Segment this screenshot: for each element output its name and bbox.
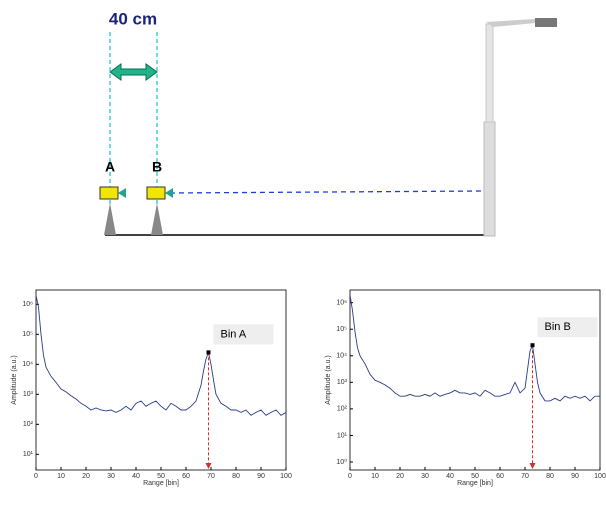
sensor-a-lens — [118, 188, 126, 198]
y-tick-label: 10⁵ — [336, 326, 347, 333]
x-tick-label: 90 — [571, 473, 579, 480]
series-line — [35, 295, 287, 416]
y-tick-label: 10³ — [337, 379, 348, 386]
x-axis-label: Range [bin] — [143, 480, 179, 487]
beam — [169, 190, 485, 194]
y-axis-label: Amplitude (a.u.) — [11, 355, 18, 404]
y-tick-label: 10⁵ — [22, 331, 33, 338]
y-tick-label: 10¹ — [23, 451, 34, 458]
sensor-a-label: A — [105, 159, 115, 175]
x-tick-label: 20 — [396, 473, 404, 480]
x-tick-label: 100 — [594, 473, 606, 480]
distance-label: 40 cm — [109, 9, 157, 28]
x-axis-label: Range [bin] — [457, 480, 493, 487]
chart: 0 10 20 30 40 50 60 70 80 90 100 10¹ 10² 10³ 10⁴ 10⁵ 10⁶… — [11, 289, 292, 487]
x-tick-label: 30 — [107, 473, 115, 480]
x-tick-label: 10 — [371, 473, 379, 480]
y-tick-label: 10⁴ — [22, 361, 33, 368]
setup-diagram: 40 cm A B — [99, 9, 557, 237]
y-tick-label: 10⁴ — [336, 353, 347, 360]
peak-marker — [530, 343, 535, 348]
sensor-b-label: B — [152, 159, 162, 175]
x-tick-label: 50 — [157, 473, 165, 480]
y-tick-label: 10² — [337, 406, 348, 413]
y-tick-label: 10⁶ — [22, 301, 33, 308]
x-tick-label: 40 — [132, 473, 140, 480]
y-tick-label: 10⁰ — [336, 458, 347, 466]
x-tick-label: 20 — [82, 473, 90, 480]
y-tick-label: 10² — [23, 421, 34, 428]
x-tick-label: 70 — [207, 473, 215, 480]
tripod-b — [151, 203, 163, 235]
x-tick-label: 100 — [280, 473, 292, 480]
tripod-a — [104, 203, 116, 235]
sensor-b-lens — [165, 188, 173, 198]
pole-base — [483, 121, 496, 237]
x-tick-label: 0 — [348, 473, 352, 480]
y-tick-label: 10³ — [23, 391, 34, 398]
plot-frame — [349, 289, 601, 471]
y-axis-label: Amplitude (a.u.) — [325, 355, 332, 404]
distance-arrow — [109, 63, 158, 81]
annotation: Bin A — [221, 328, 247, 340]
x-tick-label: 60 — [496, 473, 504, 480]
chart: 0 10 20 30 40 50 60 70 80 90 100 10⁰ 10¹ 10² 10³ 10⁴ 10⁵… — [325, 289, 606, 487]
x-tick-label: 40 — [446, 473, 454, 480]
y-tick-label: 10⁶ — [336, 300, 347, 307]
x-tick-label: 30 — [421, 473, 429, 480]
sensor-b — [146, 186, 166, 200]
x-tick-label: 90 — [257, 473, 265, 480]
annotation-box — [213, 324, 274, 345]
annotation: Bin B — [545, 321, 571, 333]
sensor-a — [99, 186, 119, 200]
x-tick-label: 70 — [521, 473, 529, 480]
x-tick-label: 0 — [34, 473, 38, 480]
x-tick-label: 80 — [546, 473, 554, 480]
plot-frame — [35, 289, 287, 471]
x-tick-label: 60 — [182, 473, 190, 480]
series-line — [349, 294, 600, 402]
annotation-box — [537, 317, 598, 338]
x-tick-label: 10 — [57, 473, 65, 480]
x-tick-label: 80 — [232, 473, 240, 480]
lamp — [535, 18, 557, 27]
y-tick-label: 10¹ — [337, 432, 348, 439]
lamp-arm — [486, 19, 535, 27]
pole — [485, 23, 494, 123]
peak-marker — [206, 350, 211, 355]
x-tick-label: 50 — [471, 473, 479, 480]
